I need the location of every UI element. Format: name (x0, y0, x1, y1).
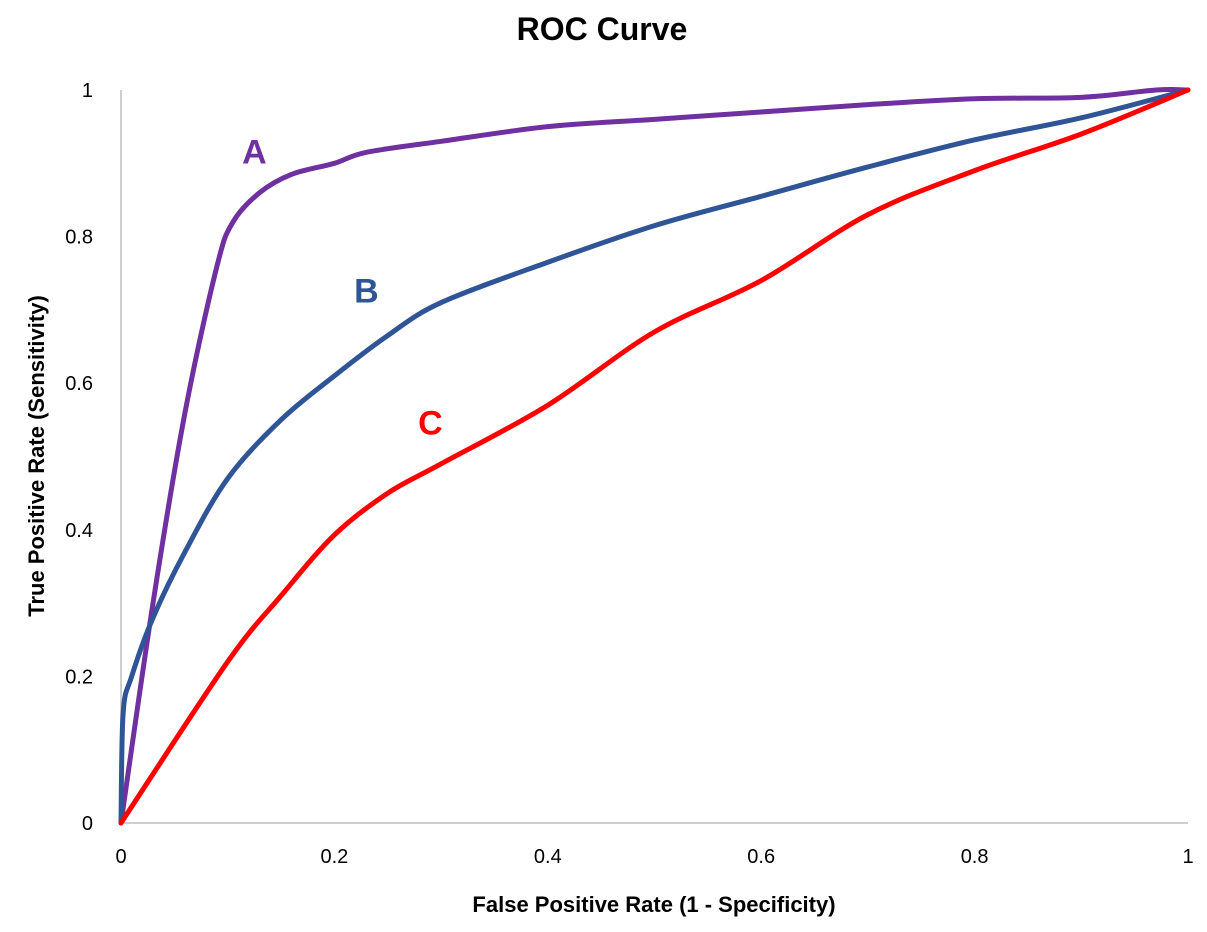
x-tick-label: 1 (1182, 846, 1193, 868)
y-tick-label: 0 (82, 813, 93, 835)
y-tick-label: 1 (82, 80, 93, 102)
y-tick-label: 0.8 (65, 227, 93, 249)
y-tick-label: 0.4 (65, 520, 93, 542)
roc-curve-b (118, 87, 1191, 826)
curve-label-b: B (354, 273, 379, 311)
chart-title: ROC Curve (517, 11, 688, 47)
x-tick-label: 0 (115, 846, 126, 868)
y-tick-label: 0.6 (65, 373, 93, 395)
x-tick-label: 0.4 (534, 846, 562, 868)
x-axis-label: False Positive Rate (1 - Specificity) (472, 892, 835, 917)
curve-label-a: A (242, 133, 267, 171)
roc-curve-a (118, 86, 1191, 826)
x-tick-label: 0.8 (961, 846, 989, 868)
curve-label-c: C (418, 405, 443, 443)
y-tick-label: 0.2 (65, 666, 93, 688)
x-tick-label: 0.2 (320, 846, 348, 868)
x-tick-label: 0.6 (747, 846, 775, 868)
y-axis-label: True Positive Rate (Sensitivity) (24, 295, 49, 617)
roc-curve-c (118, 87, 1191, 826)
